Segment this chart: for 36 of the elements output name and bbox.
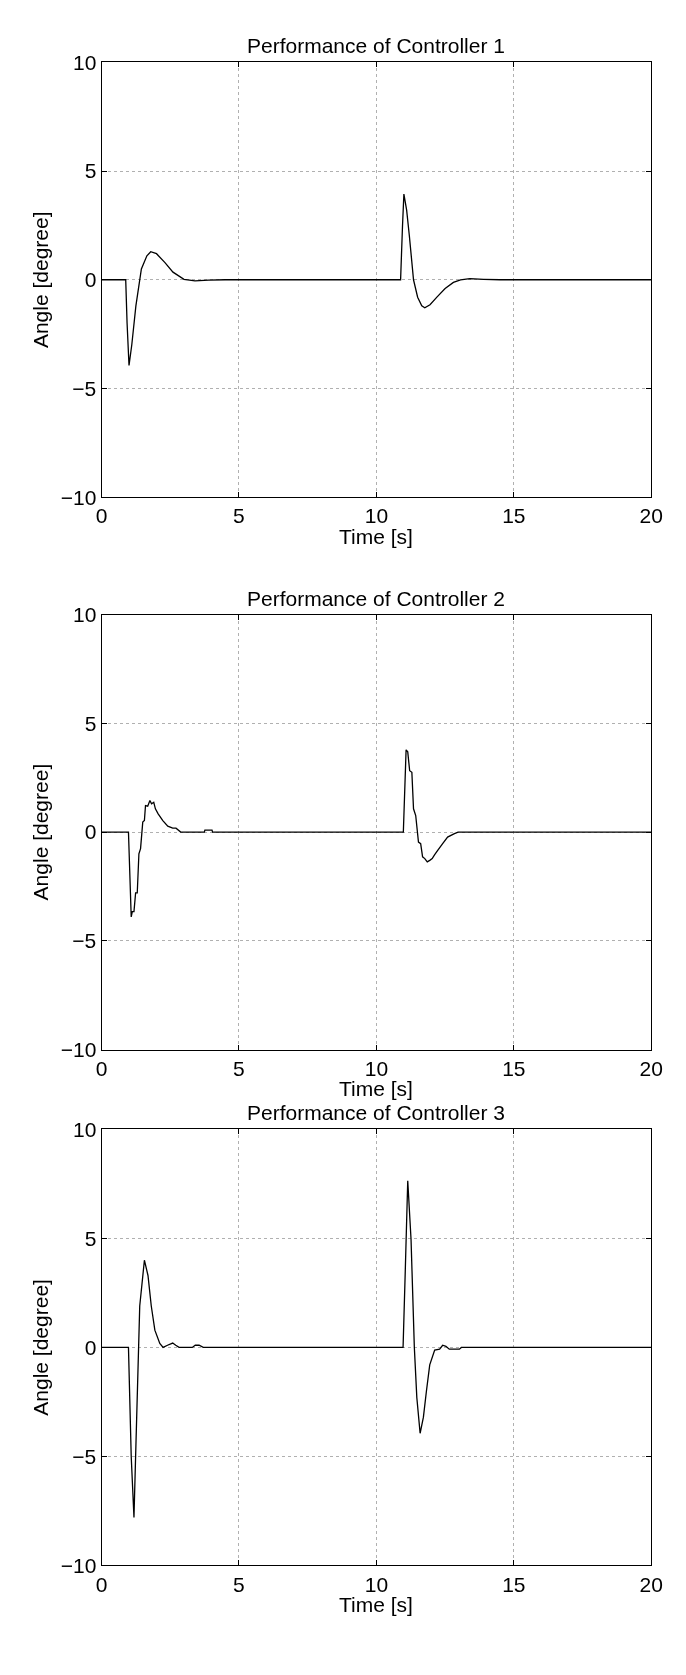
x-tick-label: 15 bbox=[502, 1572, 526, 1596]
y-tick-label: −10 bbox=[60, 1037, 97, 1061]
y-tick-label: 0 bbox=[84, 820, 97, 844]
y-tick-label: −10 bbox=[60, 485, 97, 509]
y-tick-label: −5 bbox=[72, 1444, 97, 1468]
y-axis-title: Angle [degree] bbox=[28, 1279, 52, 1416]
x-tick-label: 5 bbox=[233, 1056, 245, 1080]
y-tick-label: 0 bbox=[84, 268, 97, 292]
y-tick-label: 5 bbox=[84, 711, 97, 735]
x-axis-title: Time [s] bbox=[339, 525, 413, 548]
y-tick-label: 0 bbox=[84, 1335, 97, 1359]
y-tick-label: 10 bbox=[72, 50, 97, 74]
x-tick-label: 10 bbox=[364, 504, 389, 528]
y-tick-label: 5 bbox=[84, 1226, 97, 1250]
x-axis-title: Time [s] bbox=[339, 1077, 413, 1100]
y-axis-title: Angle [degree] bbox=[28, 763, 52, 901]
chart-title: Performance of Controller 3 bbox=[247, 1101, 505, 1124]
x-tick-label: 15 bbox=[502, 1056, 526, 1080]
y-axis-title: Angle [degree] bbox=[28, 211, 52, 349]
x-tick-label: 5 bbox=[233, 1572, 245, 1596]
y-tick-label: −10 bbox=[60, 1553, 97, 1577]
x-tick-label: 15 bbox=[502, 504, 526, 528]
x-tick-label: 20 bbox=[639, 504, 663, 528]
x-tick-label: 10 bbox=[364, 1056, 389, 1080]
y-tick-label: 5 bbox=[84, 159, 97, 183]
x-tick-label: 20 bbox=[639, 1056, 663, 1080]
chart-title: Performance of Controller 1 bbox=[247, 34, 505, 57]
x-axis-title: Time [s] bbox=[339, 1593, 413, 1616]
y-tick-label: −5 bbox=[72, 376, 97, 400]
x-tick-label: 10 bbox=[364, 1572, 389, 1596]
y-tick-label: −5 bbox=[72, 929, 97, 953]
y-tick-label: 10 bbox=[72, 602, 97, 626]
y-tick-label: 10 bbox=[72, 1117, 97, 1141]
chart-title: Performance of Controller 2 bbox=[247, 587, 505, 610]
x-tick-label: 20 bbox=[639, 1572, 663, 1596]
x-tick-label: 5 bbox=[233, 504, 245, 528]
